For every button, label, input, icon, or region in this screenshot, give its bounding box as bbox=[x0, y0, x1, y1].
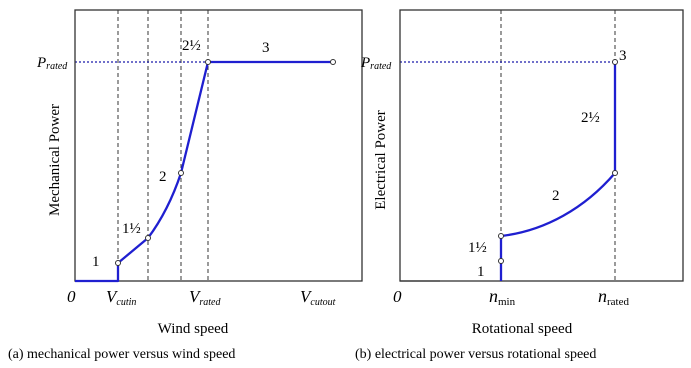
caption-a: (a) mechanical power versus wind speed bbox=[8, 347, 235, 362]
x-tick-vrated: Vrated bbox=[189, 287, 221, 308]
region-label-2-5: 2½ bbox=[182, 38, 201, 54]
p-rated-label-b: Prated bbox=[360, 55, 392, 72]
power-curve-b bbox=[499, 62, 617, 281]
origin-label: 0 bbox=[67, 287, 76, 306]
x-axis-title-b: Rotational speed bbox=[472, 321, 573, 337]
point-region-2 bbox=[178, 170, 184, 176]
plot-frame bbox=[74, 9, 363, 282]
region-label-3: 3 bbox=[262, 40, 270, 56]
x-axis-title: Wind speed bbox=[158, 321, 229, 337]
region-label-1: 1 bbox=[92, 254, 100, 270]
point-nmin-low bbox=[498, 258, 504, 264]
p-rated-label: Prated bbox=[36, 55, 68, 72]
point-rated bbox=[205, 59, 211, 65]
panel-b: 1 1½ 2 2½ 3 Prated 0 nmin nrated Electri… bbox=[355, 9, 684, 362]
origin-label-b: 0 bbox=[393, 287, 402, 306]
point-cutout bbox=[330, 59, 336, 65]
x-tick-nrated: nrated bbox=[598, 286, 629, 308]
point-cutin bbox=[115, 260, 121, 266]
point-nrated-top bbox=[612, 59, 618, 65]
point-nrated-mid bbox=[612, 170, 618, 176]
caption-b: (b) electrical power versus rotational s… bbox=[355, 347, 596, 362]
point-region-1-5 bbox=[145, 235, 151, 241]
y-axis-title: Mechanical Power bbox=[47, 104, 63, 216]
region-label-b-1: 1 bbox=[477, 264, 485, 280]
plot-frame-b bbox=[399, 9, 684, 282]
region-label-2: 2 bbox=[159, 169, 167, 185]
point-nmin-high bbox=[498, 233, 504, 239]
region-label-b-1-5: 1½ bbox=[468, 240, 487, 256]
x-tick-nmin: nmin bbox=[489, 286, 516, 308]
region-label-b-2-5: 2½ bbox=[581, 110, 600, 126]
region-label-b-2: 2 bbox=[552, 188, 560, 204]
power-curve bbox=[75, 60, 333, 283]
x-tick-vcutout: Vcutout bbox=[300, 287, 336, 308]
panel-a: 1 1½ 2 2½ 3 Prated 0 Vcutin Vrated Vcuto… bbox=[8, 9, 363, 362]
region-label-1-5: 1½ bbox=[122, 221, 141, 237]
y-axis-title-b: Electrical Power bbox=[373, 110, 389, 210]
x-tick-vcutin: Vcutin bbox=[106, 287, 136, 308]
region-label-b-3: 3 bbox=[619, 48, 627, 64]
